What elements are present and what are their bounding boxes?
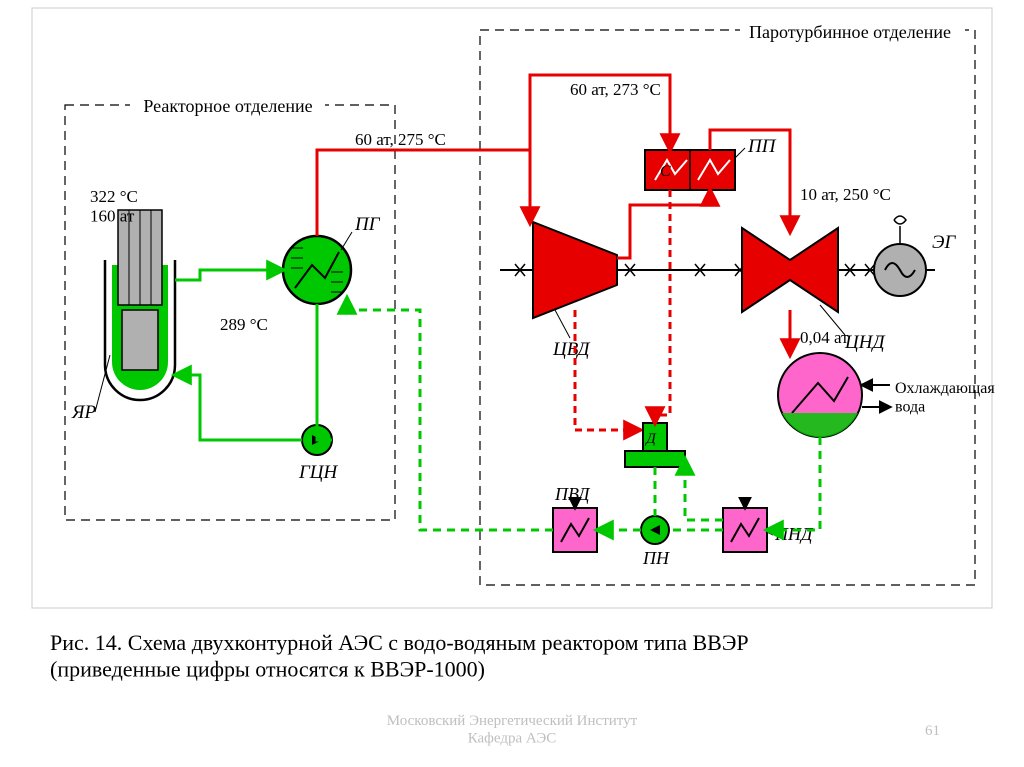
- svg-text:322 °С160 ат: 322 °С160 ат: [90, 187, 138, 226]
- svg-text:ПВД: ПВД: [554, 484, 591, 504]
- svg-text:ПП: ПП: [747, 136, 777, 157]
- svg-text:ПНД: ПНД: [774, 524, 814, 544]
- svg-text:60 ат, 273 °С: 60 ат, 273 °С: [570, 80, 661, 99]
- svg-text:ЯР: ЯР: [71, 402, 96, 423]
- svg-text:ЦНД: ЦНД: [844, 332, 885, 353]
- svg-text:289 °С: 289 °С: [220, 315, 268, 334]
- svg-text:Рис. 14. Схема двухконтурно: Рис. 14. Схема двухконтурной АЭС с водо-…: [50, 630, 749, 681]
- svg-text:Паротурбинное отделение: Паротурбинное отделение: [749, 22, 951, 42]
- svg-text:Д: Д: [644, 431, 657, 447]
- svg-text:ПГ: ПГ: [354, 214, 381, 235]
- svg-text:ЭГ: ЭГ: [932, 232, 956, 253]
- svg-text:Московский Энергетический Инст: Московский Энергетический ИнститутКафедр…: [387, 713, 638, 746]
- svg-text:ПН: ПН: [642, 548, 670, 568]
- svg-text:ГЦН: ГЦН: [298, 462, 339, 483]
- svg-text:Охлаждающаявода: Охлаждающаявода: [895, 380, 995, 415]
- svg-text:61: 61: [925, 723, 940, 739]
- svg-text:Реакторное отделение: Реакторное отделение: [143, 96, 312, 116]
- svg-text:ЦВД: ЦВД: [552, 339, 590, 360]
- svg-text:0,04 ат: 0,04 ат: [800, 328, 849, 347]
- svg-text:10 ат, 250 °С: 10 ат, 250 °С: [800, 185, 891, 204]
- svg-text:60 ат, 275 °С: 60 ат, 275 °С: [355, 130, 446, 149]
- svg-text:С: С: [660, 163, 671, 180]
